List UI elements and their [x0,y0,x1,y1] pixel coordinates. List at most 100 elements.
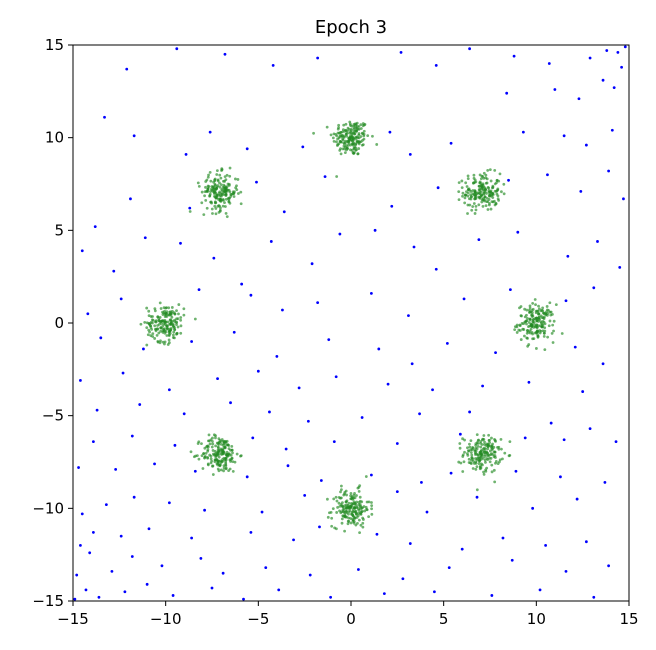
green-point [173,318,177,322]
green-point [480,184,483,188]
green-point [358,531,361,535]
green-point [519,338,523,341]
blue-point [245,147,249,151]
green-point [365,508,369,512]
blue-point [130,555,134,558]
green-point [349,143,352,147]
green-point [493,438,496,441]
green-point [528,331,532,335]
green-point [332,497,336,501]
green-point [210,187,213,191]
green-point [530,323,533,326]
green-point [476,444,480,448]
green-point [155,334,159,337]
green-point [531,307,535,311]
green-point [348,509,352,512]
green-point [330,524,334,528]
green-point [344,122,348,126]
green-point [486,185,490,189]
blue-point [79,544,82,547]
blue-point [264,566,268,570]
green-point [326,497,329,501]
green-point [168,318,172,322]
green-point [461,470,465,473]
blue-point [175,47,179,51]
blue-point [546,173,549,177]
blue-point [607,169,611,173]
blue-point [408,542,412,545]
blue-point [559,475,562,479]
green-point [222,452,225,456]
blue-point [603,480,607,484]
green-point [462,460,466,464]
blue-point [316,301,320,305]
green-point [163,322,167,326]
green-point [210,445,214,449]
blue-point [249,531,253,534]
green-point [335,527,338,531]
green-point [364,505,368,509]
green-point [502,182,506,186]
green-point [350,131,354,135]
blue-point [562,134,566,138]
blue-point [512,54,516,58]
green-point [235,184,238,188]
green-point [219,206,222,210]
green-point [339,147,342,151]
green-point [200,454,204,458]
blue-point [468,47,472,51]
green-point [211,449,215,452]
green-point [344,500,348,504]
green-point [483,195,487,199]
green-point [523,307,527,311]
green-point [346,522,350,526]
green-point [363,509,367,513]
green-point [329,510,333,514]
green-point [537,312,541,315]
blue-point [433,590,436,594]
green-point [497,179,501,183]
blue-point [357,568,360,571]
green-point [493,168,497,172]
green-point [360,500,364,504]
green-point [235,452,239,456]
green-point [151,315,154,318]
blue-point [377,347,381,351]
green-point [215,169,219,173]
green-point [348,122,352,126]
green-point [347,516,351,520]
green-point [222,469,225,473]
green-point [224,194,228,198]
blue-point [160,564,164,568]
green-point [222,198,225,202]
green-point [176,325,180,329]
green-point [468,445,472,449]
green-point [222,466,226,470]
green-point [168,310,172,314]
green-point [485,196,489,200]
blue-point [80,512,84,516]
green-point [537,316,541,319]
green-point [215,186,219,190]
green-point [361,521,365,525]
green-point [473,197,477,201]
green-point [534,303,537,307]
green-point [228,201,232,205]
green-point [214,212,218,216]
green-point [466,177,470,181]
green-point [214,436,217,440]
green-point [161,330,165,334]
green-point [488,444,492,448]
green-point [346,139,350,143]
blue-point [622,197,625,201]
blue-point [303,493,307,497]
green-point [339,152,343,156]
green-point [460,186,464,190]
green-point [200,201,204,205]
green-point [218,185,222,189]
green-point [336,137,339,141]
green-point [211,212,214,215]
blue-point [620,65,623,69]
green-point [540,308,544,312]
green-point [216,179,220,183]
